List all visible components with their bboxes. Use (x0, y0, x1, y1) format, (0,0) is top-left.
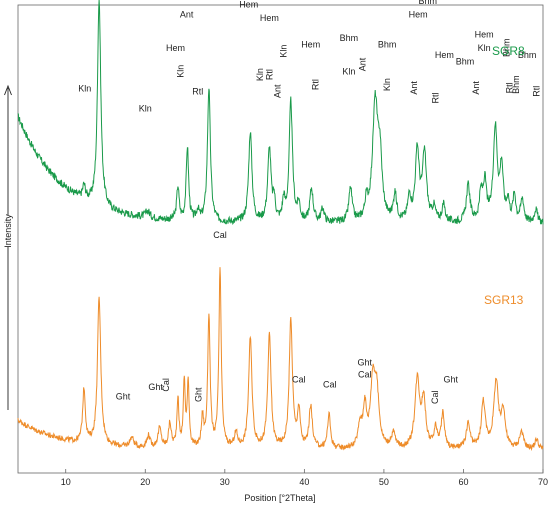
series-label-sgr8: SGR8 (492, 44, 525, 58)
peak-label: Hem (475, 30, 494, 40)
plot-frame (17, 4, 544, 474)
peak-label: Rtl (431, 93, 441, 104)
peak-label: Ght (443, 375, 458, 385)
x-tick-label: 10 (61, 477, 71, 487)
series-sgr8 (17, 0, 544, 226)
peak-label: Kln (279, 45, 289, 58)
peak-label: Kln (382, 78, 392, 91)
peak-label: Ght (358, 357, 373, 367)
peak-label: Cal (292, 375, 306, 385)
x-axis-tick-labels: 10 20 30 40 50 60 70 (61, 477, 548, 487)
peak-label: Bhm (511, 75, 521, 94)
peak-label: Rtl (311, 79, 321, 90)
peak-labels-sgr8: KlnBhmKlnHemKlnAntRtlBhmHemHemKlnRtlAntK… (78, 0, 541, 113)
peak-label: Ant (357, 57, 367, 71)
peak-label: Kln (478, 43, 491, 53)
x-axis-title: Position [°2Theta] (244, 493, 315, 503)
peak-label: Bhm (378, 40, 397, 50)
y-axis-arrow (4, 84, 12, 410)
peak-label: Cal (323, 379, 337, 389)
peak-label: Cal (358, 370, 372, 380)
peak-label: Rtl (192, 87, 203, 97)
peak-label: Ant (409, 81, 419, 95)
peak-label: Kln (139, 103, 152, 113)
peak-label: Ght (116, 392, 131, 402)
diffractogram-line (17, 267, 544, 452)
peak-label: Hem (435, 50, 454, 60)
peak-label: Hem (239, 0, 258, 10)
peak-label: Hem (409, 10, 428, 20)
peak-label: Ght (148, 382, 163, 392)
peak-label: Bhm (340, 33, 359, 43)
peak-label: Hem (166, 43, 185, 53)
peak-label: Bhm (518, 50, 537, 60)
peak-label: Rtl (532, 86, 542, 97)
peak-label: Hem (260, 13, 279, 23)
series-sgr13 (17, 267, 544, 452)
peak-label: Bhm (418, 0, 437, 6)
x-tick-label: 70 (538, 477, 548, 487)
x-tick-label: 40 (299, 477, 309, 487)
peak-label: Ant (272, 84, 282, 98)
peak-label: Rtl (505, 82, 515, 93)
x-axis-ticks (65, 469, 544, 473)
peak-label: Cal (213, 230, 227, 240)
series-label-sgr13: SGR13 (484, 293, 524, 307)
peak-label: Kln (78, 83, 91, 93)
x-tick-label: 20 (140, 477, 150, 487)
x-tick-label: 30 (220, 477, 230, 487)
peak-label: Hem (301, 40, 320, 50)
peak-label: Cal (161, 378, 171, 392)
diffractogram-line (17, 0, 544, 226)
peak-label: Kln (255, 68, 265, 81)
peak-label: Ght (194, 387, 204, 402)
x-tick-label: 50 (379, 477, 389, 487)
peak-label: Ant (180, 10, 194, 20)
peak-label: Cal (430, 390, 440, 404)
peak-label: Ant (471, 81, 481, 95)
peak-label: Kln (175, 65, 185, 78)
peak-label: Bhm (456, 57, 475, 67)
x-tick-label: 60 (458, 477, 468, 487)
peak-label: Rtl (264, 69, 274, 80)
peak-label: Kln (342, 67, 355, 77)
peak-label: Bhm (501, 38, 511, 57)
y-axis-title: Intensity (3, 214, 13, 248)
